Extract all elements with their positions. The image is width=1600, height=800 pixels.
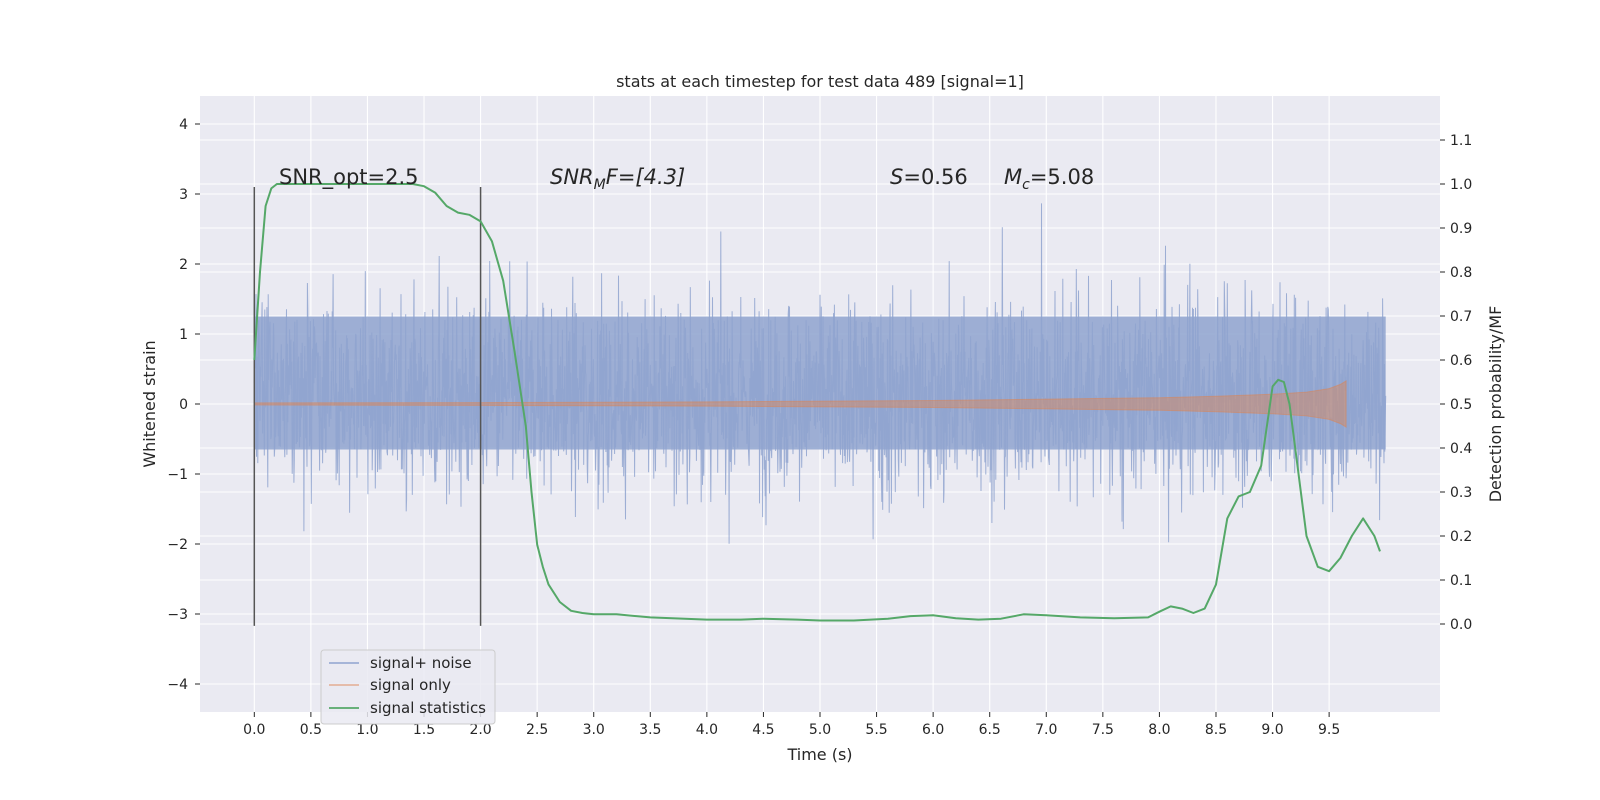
x-tick-label-6: 3.0 bbox=[583, 722, 605, 738]
signal-noise-series bbox=[253, 203, 1387, 544]
signal-statistics-series bbox=[253, 183, 1381, 622]
chart-title: stats at each timestep for test data 489… bbox=[616, 72, 1024, 91]
y-left-tick-label-3: −1 bbox=[167, 467, 188, 483]
legend-box bbox=[320, 649, 496, 725]
annotation-s-symbol: S bbox=[890, 165, 903, 189]
annotation-snr-mf-base: SNR bbox=[550, 165, 594, 189]
annotation-snr-opt: SNR_opt=2.5 bbox=[279, 165, 419, 190]
legend: signal+ noise signal only signal statist… bbox=[320, 649, 496, 725]
y-left-tick-label-1: −3 bbox=[167, 607, 188, 623]
x-tick-label-15: 7.5 bbox=[1092, 722, 1114, 738]
x-tick-label-13: 6.5 bbox=[979, 722, 1001, 738]
legend-label-signal-noise: signal+ noise bbox=[370, 654, 472, 672]
signal-noise-trace bbox=[253, 203, 1387, 544]
x-tick-label-12: 6.0 bbox=[922, 722, 944, 738]
annotation-mc: Mc=5.08 bbox=[1004, 165, 1094, 193]
x-tick-label-14: 7.0 bbox=[1035, 722, 1057, 738]
x-axis-label: Time (s) bbox=[786, 745, 852, 764]
y-right-tick-label-1: 0.1 bbox=[1450, 573, 1472, 589]
right-y-axis-label: Detection probability/MF bbox=[1486, 306, 1505, 503]
x-tick-label-8: 4.0 bbox=[696, 722, 718, 738]
annotation-snr-mf-rest: F=[4.3] bbox=[606, 165, 685, 189]
signal-only-envelope bbox=[253, 380, 1347, 428]
time-window-markers bbox=[253, 187, 482, 626]
annotation-mc-sub: c bbox=[1022, 177, 1030, 193]
annotation-s-value: =0.56 bbox=[903, 165, 967, 189]
x-tick-label-9: 4.5 bbox=[752, 722, 774, 738]
annotation-mc-base: M bbox=[1004, 165, 1022, 189]
y-right-tick-label-9: 0.9 bbox=[1450, 221, 1472, 237]
left-y-axis-ticks: −4 −3 −2 −1 0 1 2 3 4 bbox=[167, 117, 200, 693]
x-tick-label-4: 2.0 bbox=[469, 722, 491, 738]
annotation-s: S=0.56 bbox=[890, 165, 968, 189]
y-left-tick-label-2: −2 bbox=[167, 537, 188, 553]
y-left-tick-label-4: 0 bbox=[179, 397, 188, 413]
signal-only-series bbox=[253, 380, 1347, 428]
signal-statistics-line bbox=[253, 183, 1381, 622]
legend-label-signal-only: signal only bbox=[370, 676, 451, 694]
y-right-tick-label-11: 1.1 bbox=[1450, 133, 1472, 149]
x-tick-label-17: 8.5 bbox=[1205, 722, 1227, 738]
y-right-tick-label-3: 0.3 bbox=[1450, 485, 1472, 501]
y-right-tick-label-5: 0.5 bbox=[1450, 397, 1472, 413]
x-tick-label-1: 0.5 bbox=[300, 722, 322, 738]
x-tick-label-16: 8.0 bbox=[1148, 722, 1170, 738]
x-tick-label-10: 5.0 bbox=[809, 722, 831, 738]
legend-label-signal-statistics: signal statistics bbox=[370, 699, 486, 717]
y-right-tick-label-4: 0.4 bbox=[1450, 441, 1472, 457]
y-right-tick-label-10: 1.0 bbox=[1450, 177, 1472, 193]
left-y-axis-label: Whitened strain bbox=[140, 340, 159, 467]
x-tick-label-5: 2.5 bbox=[526, 722, 548, 738]
y-left-tick-label-6: 2 bbox=[179, 257, 188, 273]
y-left-tick-label-8: 4 bbox=[179, 117, 188, 133]
right-y-axis-ticks: 0.0 0.1 0.2 0.3 0.4 0.5 0.6 0.7 0.8 0.9 1.0 1.1 bbox=[1440, 133, 1472, 633]
x-tick-label-7: 3.5 bbox=[639, 722, 661, 738]
y-right-tick-label-0: 0.0 bbox=[1450, 617, 1472, 633]
y-right-tick-label-7: 0.7 bbox=[1450, 309, 1472, 325]
x-tick-label-11: 5.5 bbox=[865, 722, 887, 738]
x-axis-ticks: 0.0 0.5 1.0 1.5 2.0 2.5 3.0 3.5 4.0 4.5 5.0 5.5 6.0 6… bbox=[243, 712, 1340, 738]
y-right-tick-label-6: 0.6 bbox=[1450, 353, 1472, 369]
y-right-tick-label-2: 0.2 bbox=[1450, 529, 1472, 545]
x-tick-label-3: 1.5 bbox=[413, 722, 435, 738]
annotation-snr-mf: SNRMF=[4.3] bbox=[550, 165, 685, 193]
annotation-mc-value: =5.08 bbox=[1030, 165, 1094, 189]
x-tick-label-0: 0.0 bbox=[243, 722, 265, 738]
x-tick-label-18: 9.0 bbox=[1261, 722, 1283, 738]
y-left-tick-label-7: 3 bbox=[179, 187, 188, 203]
x-tick-label-19: 9.5 bbox=[1318, 722, 1340, 738]
y-right-tick-label-8: 0.8 bbox=[1450, 265, 1472, 281]
y-left-tick-label-0: −4 bbox=[167, 677, 188, 693]
y-left-tick-label-5: 1 bbox=[179, 327, 188, 343]
x-tick-label-2: 1.0 bbox=[356, 722, 378, 738]
annotation-snr-mf-sub: M bbox=[594, 177, 606, 193]
